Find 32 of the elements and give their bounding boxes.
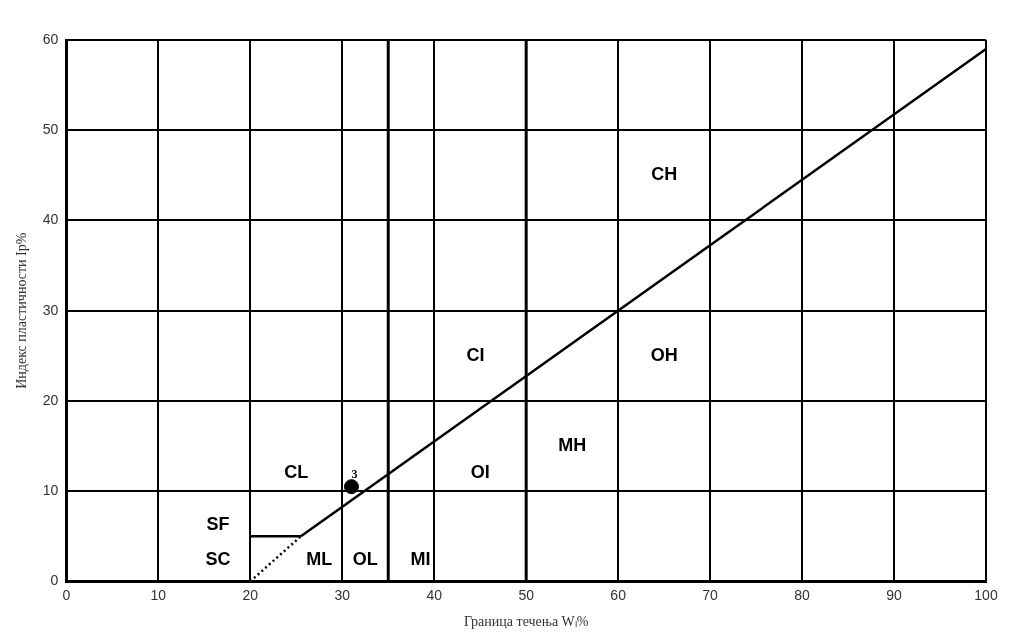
annotation: CL xyxy=(284,462,309,483)
y-tick-label: 20 xyxy=(42,391,59,408)
x-tick-label: 90 xyxy=(886,586,903,603)
annotation: CH xyxy=(651,164,678,185)
x-tick-label: 80 xyxy=(794,586,811,603)
x-tick-label: 10 xyxy=(150,586,167,603)
x-tick-label: 20 xyxy=(242,586,259,603)
annotation: CI xyxy=(466,344,485,365)
annotation: SC xyxy=(205,548,231,569)
y-tick-label: 0 xyxy=(50,572,59,589)
annotation: ML xyxy=(306,548,333,569)
x-tick-label: 60 xyxy=(610,586,627,603)
x-tick-label: 70 xyxy=(702,586,719,603)
annotation: OH xyxy=(650,344,678,365)
x-tick-label: 0 xyxy=(62,586,71,603)
x-tick-label: 50 xyxy=(518,586,535,603)
annotation: OL xyxy=(352,548,378,569)
x-tick-label: 100 xyxy=(974,586,998,603)
y-tick-label: 10 xyxy=(42,482,59,499)
y-tick-label: 40 xyxy=(42,211,59,228)
y-tick-label: 30 xyxy=(42,301,59,318)
series-label: 3 xyxy=(351,466,358,481)
annotation: SF xyxy=(206,513,230,534)
x-tick-label: 30 xyxy=(334,586,351,603)
y-axis-title: Индекс пластичности Ip% xyxy=(14,232,30,389)
x-axis-title: Граница течења Wₗ% xyxy=(463,614,589,630)
annotation: OI xyxy=(470,462,490,483)
x-tick-label: 40 xyxy=(426,586,443,603)
annotation: MH xyxy=(558,435,587,456)
annotation: MI xyxy=(410,548,431,569)
y-tick-label: 60 xyxy=(42,30,59,47)
y-tick-label: 50 xyxy=(42,121,59,138)
